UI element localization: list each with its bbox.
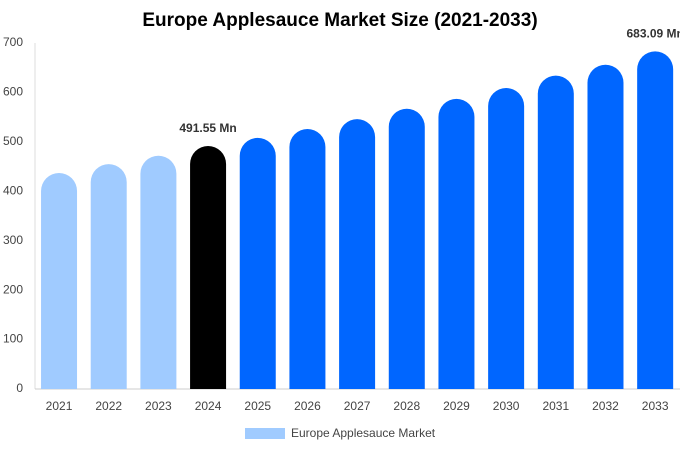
y-tick-label: 100 [3,332,23,346]
bar [587,64,624,389]
chart-title: Europe Applesauce Market Size (2021-2033… [142,10,537,31]
x-tick-label: 2021 [46,399,73,413]
y-tick-label: 700 [3,35,23,49]
y-tick-label: 300 [3,233,23,247]
x-tick-label: 2022 [95,399,122,413]
bar [239,137,276,389]
bar [190,146,227,389]
x-tick-label: 2027 [344,399,371,413]
legend-label: Europe Applesauce Market [291,426,436,440]
x-tick-label: 2026 [294,399,321,413]
bar [537,75,574,389]
bar [90,164,127,389]
x-tick-label: 2024 [195,399,222,413]
bar [140,155,177,389]
x-tick-label: 2023 [145,399,172,413]
x-tick-label: 2029 [443,399,470,413]
bar [438,98,475,390]
bar [488,87,525,390]
y-tick-label: 600 [3,85,23,99]
x-tick-label: 2031 [542,399,569,413]
x-tick-label: 2032 [592,399,619,413]
value-label: 683.09 Mn [626,27,680,41]
bar [637,51,674,389]
x-tick-label: 2030 [493,399,520,413]
bar [289,129,326,389]
y-tick-label: 400 [3,183,23,197]
bar [41,172,78,389]
bar [339,119,376,389]
x-tick-label: 2025 [244,399,271,413]
legend-swatch [245,428,285,439]
x-tick-label: 2033 [642,399,669,413]
x-tick-label: 2028 [393,399,420,413]
bar [388,108,425,390]
y-tick-label: 0 [16,381,23,395]
value-label: 491.55 Mn [179,121,236,135]
y-tick-label: 500 [3,134,23,148]
y-tick-label: 200 [3,282,23,296]
